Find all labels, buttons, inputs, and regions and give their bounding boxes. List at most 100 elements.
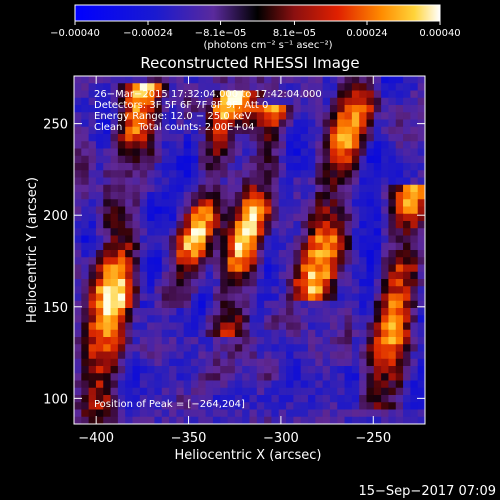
heatmap-cell bbox=[74, 76, 82, 84]
heatmap-cell bbox=[381, 199, 390, 208]
annotation-time: 26−Mar−2015 17:32:04.000 to 17:42:04.000 bbox=[94, 89, 322, 100]
heatmap-cell bbox=[344, 105, 353, 113]
heatmap-cell bbox=[183, 373, 192, 382]
heatmap-cell bbox=[344, 119, 353, 128]
heatmap-cell bbox=[351, 148, 360, 157]
heatmap-cell bbox=[388, 213, 397, 222]
heatmap-cell bbox=[329, 184, 338, 193]
heatmap-cell bbox=[81, 228, 90, 237]
heatmap-cell bbox=[161, 322, 170, 331]
heatmap-cell bbox=[300, 380, 309, 389]
heatmap-cell bbox=[183, 322, 192, 331]
heatmap-cell bbox=[344, 416, 353, 424]
heatmap-cell bbox=[183, 235, 192, 244]
heatmap-cell bbox=[278, 90, 287, 99]
heatmap-cell bbox=[176, 257, 185, 266]
heatmap-cell bbox=[88, 264, 97, 273]
heatmap-cell bbox=[381, 213, 390, 222]
heatmap-cell bbox=[147, 170, 156, 179]
heatmap-cell bbox=[176, 177, 185, 186]
heatmap-cell bbox=[315, 184, 324, 193]
heatmap-cell bbox=[110, 300, 119, 309]
heatmap-cell bbox=[373, 279, 382, 287]
heatmap-cell bbox=[351, 387, 360, 396]
heatmap-cell bbox=[205, 112, 214, 121]
heatmap-cell bbox=[227, 257, 236, 266]
heatmap-cell bbox=[286, 279, 294, 287]
annotation-detectors: Detectors: 3F 5F 6F 7F 8F 9F, Att 0 bbox=[94, 100, 268, 111]
heatmap-cell bbox=[366, 416, 375, 424]
heatmap-cell bbox=[169, 228, 177, 237]
heatmap-cell bbox=[315, 199, 324, 208]
heatmap-cell bbox=[117, 184, 126, 193]
heatmap-cell bbox=[293, 134, 302, 142]
heatmap-cell bbox=[308, 184, 316, 193]
heatmap-cell bbox=[395, 90, 404, 99]
heatmap-cell bbox=[286, 315, 294, 324]
heatmap-cell bbox=[403, 235, 411, 244]
heatmap-cell bbox=[147, 97, 156, 106]
heatmap-cell bbox=[205, 199, 214, 208]
heatmap-cell bbox=[388, 141, 397, 150]
heatmap-cell bbox=[271, 199, 280, 208]
heatmap-cell bbox=[403, 366, 411, 374]
heatmap-cell bbox=[205, 351, 214, 360]
heatmap-cell bbox=[161, 344, 170, 353]
heatmap-cell bbox=[388, 308, 397, 316]
heatmap-cell bbox=[74, 112, 82, 121]
heatmap-cell bbox=[183, 337, 192, 345]
heatmap-cell bbox=[161, 300, 170, 309]
heatmap-cell bbox=[395, 163, 404, 171]
heatmap-cell bbox=[205, 271, 214, 280]
heatmap-cell bbox=[183, 279, 192, 287]
heatmap-cell bbox=[205, 184, 214, 193]
heatmap-cell bbox=[95, 395, 104, 403]
heatmap-cell bbox=[359, 293, 368, 302]
heatmap-cell bbox=[264, 257, 273, 266]
heatmap-cell bbox=[366, 221, 375, 229]
heatmap-cell bbox=[88, 141, 97, 150]
heatmap-cell bbox=[110, 337, 119, 345]
heatmap-cell bbox=[198, 199, 207, 208]
heatmap-cell bbox=[81, 90, 90, 99]
heatmap-cell bbox=[403, 271, 411, 280]
heatmap-cell bbox=[191, 134, 199, 142]
heatmap-cell bbox=[337, 119, 346, 128]
heatmap-cell bbox=[198, 409, 207, 418]
heatmap-cell bbox=[147, 213, 156, 222]
heatmap-cell bbox=[139, 344, 148, 353]
heatmap-cell bbox=[417, 141, 425, 150]
heatmap-cell bbox=[212, 271, 221, 280]
heatmap-cell bbox=[271, 373, 280, 382]
heatmap-cell bbox=[81, 293, 90, 302]
heatmap-cell bbox=[103, 141, 112, 150]
heatmap-cell bbox=[110, 264, 119, 273]
heatmap-cell bbox=[381, 279, 390, 287]
heatmap-cell bbox=[81, 416, 90, 424]
heatmap-cell bbox=[329, 395, 338, 403]
heatmap-cell bbox=[315, 271, 324, 280]
heatmap-cell bbox=[95, 387, 104, 396]
heatmap-cell bbox=[227, 373, 236, 382]
heatmap-cell bbox=[125, 315, 134, 324]
heatmap-cell bbox=[403, 199, 411, 208]
heatmap-cell bbox=[315, 76, 324, 84]
heatmap-cell bbox=[154, 235, 163, 244]
heatmap-cell bbox=[286, 373, 294, 382]
colorbar-tick-label: 8.1e−05 bbox=[273, 28, 316, 39]
heatmap-cell bbox=[359, 126, 368, 135]
heatmap-cell bbox=[286, 119, 294, 128]
heatmap-cell bbox=[154, 170, 163, 179]
heatmap-cell bbox=[227, 409, 236, 418]
heatmap-cell bbox=[322, 97, 331, 106]
heatmap-cell bbox=[205, 163, 214, 171]
heatmap-cell bbox=[242, 293, 251, 302]
heatmap-cell bbox=[256, 213, 265, 222]
heatmap-cell bbox=[264, 271, 273, 280]
heatmap-cell bbox=[359, 358, 368, 367]
heatmap-cell bbox=[286, 264, 294, 273]
heatmap-cell bbox=[395, 387, 404, 396]
heatmap-cell bbox=[74, 308, 82, 316]
heatmap-cell bbox=[198, 387, 207, 396]
heatmap-cell bbox=[293, 199, 302, 208]
